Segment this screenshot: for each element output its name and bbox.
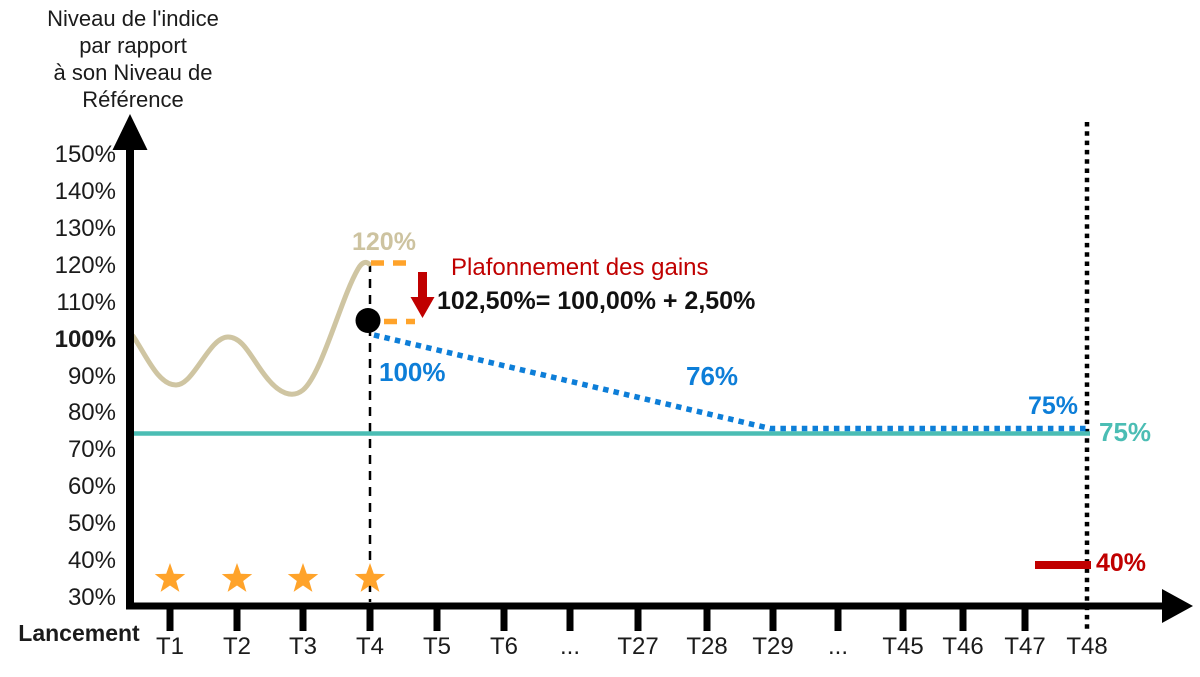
coupon-stars: [154, 563, 386, 592]
payoff-mid-label: 76%: [686, 361, 739, 391]
x-axis-tick-label: T46: [942, 633, 984, 660]
x-axis-tick: [769, 606, 777, 631]
cap-point-marker: [355, 308, 381, 333]
cap-level-label: 120%: [352, 228, 416, 256]
cap-title-label: Plafonnement des gains: [451, 254, 709, 281]
coupon-star-icon: [287, 563, 319, 592]
x-axis-tick: [566, 606, 574, 631]
x-axis-tick: [634, 606, 642, 631]
x-axis-tick-label: T48: [1066, 633, 1108, 660]
x-axis-tick: [299, 606, 307, 631]
y-axis-tick-label: 40%: [67, 547, 116, 575]
x-axis-tick-label: T1: [155, 633, 184, 660]
y-axis-tick-label: 130%: [54, 214, 116, 242]
x-axis-tick: [834, 606, 842, 631]
y-axis-tick-label: 140%: [54, 177, 116, 205]
x-axis-tick-label: T4: [355, 633, 384, 660]
y-axis-arrow: [112, 114, 148, 150]
x-axis-tick: [433, 606, 441, 631]
y-axis-tick-label: 70%: [67, 436, 116, 464]
y-axis-tick-label: 80%: [67, 399, 116, 427]
x-axis-tick: [166, 606, 174, 631]
x-axis-tick-label: T29: [752, 633, 794, 660]
y-axis-tick-label: 120%: [54, 251, 116, 279]
y-axis-tick-label: 60%: [67, 473, 116, 501]
y-axis-tick-label: 30%: [67, 584, 116, 612]
x-axis-tick-label: T2: [222, 633, 251, 660]
coupon-star-icon: [154, 563, 186, 592]
cap-reduction-arrow-head: [410, 297, 435, 318]
x-axis-tick: [1021, 606, 1029, 631]
y-axis-title: Niveau de l'indice par rapport à son Niv…: [47, 6, 219, 112]
barrier-75-label: 75%: [1099, 417, 1152, 447]
x-axis-tick-label: T3: [288, 633, 317, 660]
y-axis-tick-label: 90%: [67, 362, 116, 390]
x-axis-ticks: [166, 606, 1029, 631]
x-axis-tick-label: T5: [422, 633, 451, 660]
barrier-40-segment: [1035, 561, 1091, 569]
x-axis-tick: [500, 606, 508, 631]
x-axis-tick: [959, 606, 967, 631]
x-axis-tick-label: T6: [489, 633, 518, 660]
barrier-40-label: 40%: [1096, 549, 1147, 577]
x-axis-tick-label: T28: [686, 633, 728, 660]
x-axis-tick: [366, 606, 374, 631]
x-axis-tick: [899, 606, 907, 631]
x-axis-tick-label: T45: [882, 633, 924, 660]
x-axis-tick: [233, 606, 241, 631]
x-axis-arrow: [1162, 589, 1193, 623]
index-curve: [130, 259, 372, 397]
y-axis-tick-label: 100%: [54, 325, 116, 353]
x-axis-tick-label: T27: [617, 633, 659, 660]
y-axis-tick-label: 150%: [54, 141, 116, 168]
capped-payoff-line: [373, 332, 1087, 432]
payoff-end-label: 75%: [1028, 392, 1079, 420]
cap-formula-label: 102,50%= 100,00% + 2,50%: [437, 287, 756, 315]
x-axis-tick-label: T47: [1004, 633, 1046, 660]
coupon-star-icon: [221, 563, 253, 592]
y-axis-tick-label: 110%: [56, 288, 116, 316]
x-axis-tick-label: ...: [827, 633, 848, 660]
x-axis-origin-label: Lancement: [18, 620, 140, 646]
payoff-start-label: 100%: [379, 357, 446, 387]
x-axis-tick-label: ...: [559, 633, 580, 660]
x-axis-tick: [703, 606, 711, 631]
y-axis-tick-label: 50%: [67, 510, 116, 538]
